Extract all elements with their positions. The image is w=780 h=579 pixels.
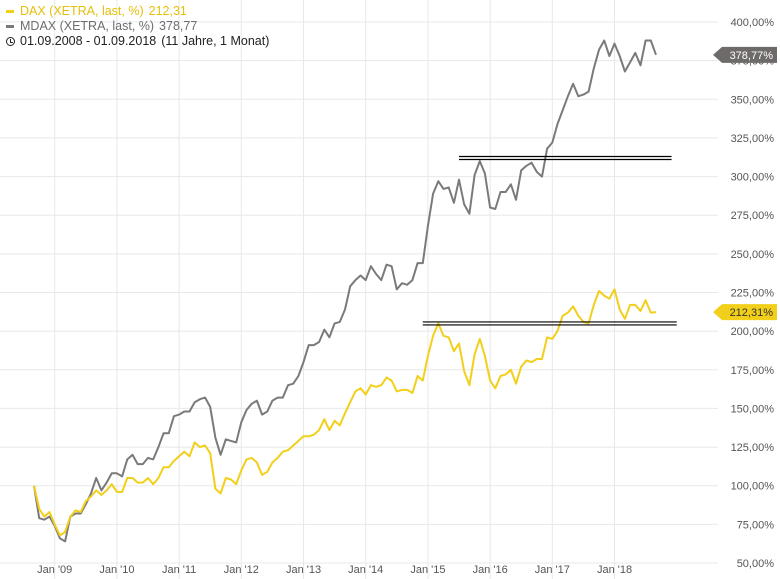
x-tick-label: Jan '15 <box>410 564 445 576</box>
y-tick-label: 300,00% <box>731 172 775 184</box>
x-tick-label: Jan '13 <box>286 564 321 576</box>
x-tick-label: Jan '09 <box>37 564 72 576</box>
mdax-swatch <box>6 25 14 28</box>
dax-line <box>33 288 657 537</box>
x-tick-label: Jan '16 <box>473 564 508 576</box>
y-tick-label: 175,00% <box>731 365 775 377</box>
legend-item-dax[interactable]: DAX (XETRA, last, %) 212,31 <box>6 4 269 19</box>
y-tick-label: 250,00% <box>731 249 775 261</box>
y-tick-label: 225,00% <box>731 288 775 300</box>
y-tick-label: 350,00% <box>731 94 775 106</box>
dax-last-value-tag <box>713 304 777 321</box>
y-tick-label: 325,00% <box>731 133 775 145</box>
mdax-last-value-text: 378,77% <box>730 50 774 62</box>
mdax-legend-label: MDAX (XETRA, last, %) <box>20 19 155 33</box>
mdax-legend-value: 378,77 <box>159 19 198 33</box>
dax-last-value-text: 212,31% <box>730 307 774 319</box>
x-tick-label: Jan '11 <box>162 564 196 576</box>
legend-item-mdax[interactable]: MDAX (XETRA, last, %) 378,77 <box>6 19 269 34</box>
clock-icon <box>6 37 15 46</box>
dax-legend-value: 212,31 <box>148 4 187 18</box>
y-tick-label: 150,00% <box>731 403 775 415</box>
x-tick-label: Jan '14 <box>348 564 383 576</box>
x-tick-label: Jan '18 <box>597 564 632 576</box>
period-duration: (11 Jahre, 1 Monat) <box>161 34 270 48</box>
y-tick-label: 400,00% <box>731 17 775 29</box>
period-range: 01.09.2008 - 01.09.2018 <box>20 34 157 48</box>
mdax-last-value-tag <box>713 46 777 63</box>
y-tick-label: 275,00% <box>731 210 775 222</box>
x-tick-label: Jan '17 <box>535 564 570 576</box>
chart-legend: DAX (XETRA, last, %) 212,31 MDAX (XETRA,… <box>6 4 269 49</box>
x-tick-label: Jan '10 <box>99 564 134 576</box>
y-tick-label: 200,00% <box>731 326 775 338</box>
dax-swatch <box>6 10 14 13</box>
x-tick-label: Jan '12 <box>224 564 259 576</box>
y-tick-label: 125,00% <box>731 442 775 454</box>
dax-legend-label: DAX (XETRA, last, %) <box>20 4 144 18</box>
y-tick-label: 75,00% <box>737 519 775 531</box>
y-tick-label: 50,00% <box>737 558 775 570</box>
period-row: 01.09.2008 - 01.09.2018 (11 Jahre, 1 Mon… <box>6 34 269 49</box>
mdax-line <box>33 39 657 543</box>
y-tick-label: 100,00% <box>731 481 775 493</box>
